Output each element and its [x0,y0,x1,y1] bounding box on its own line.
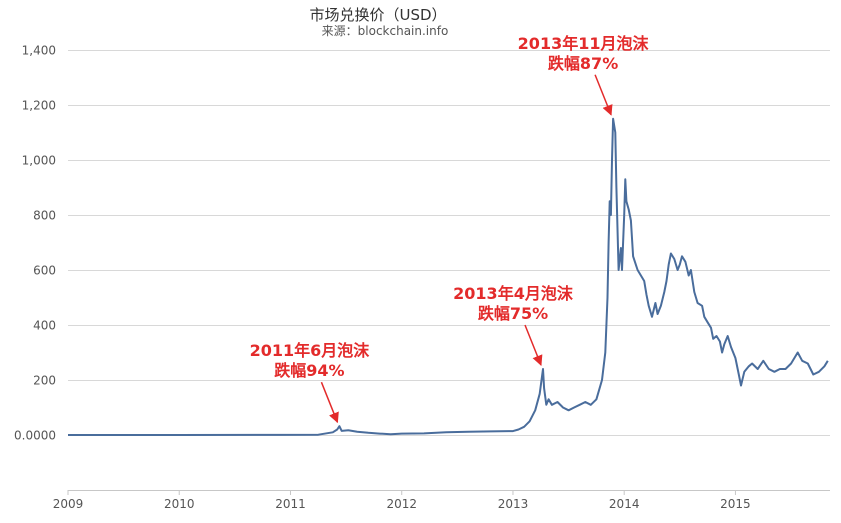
x-axis: 2009 2010 2011 2012 2013 2014 2015 [53,490,751,511]
x-tick-label: 2011 [275,497,306,511]
y-tick-label: 1,000 [22,154,56,168]
x-tick-label: 2013 [498,497,529,511]
annotation-label: 2013年11月泡沫 [518,34,650,53]
y-tick-label: 200 [33,374,56,388]
y-tick-label: 600 [33,264,56,278]
y-tick-label: 800 [33,209,56,223]
annotation-arrow [320,381,339,424]
price-series-line [68,117,829,436]
annotation-drop: 跌幅75% [478,304,548,323]
annotation-drop: 跌幅87% [548,54,618,73]
y-tick-label: 1,400 [22,44,56,58]
x-tick-label: 2015 [720,497,751,511]
annotation-arrow [594,74,613,116]
x-tick-label: 2009 [53,497,84,511]
annotation-arrow [524,324,543,366]
chart-title: 市场兑换价（USD） [309,6,446,24]
plot-area [68,117,829,436]
annotation-label: 2011年6月泡沫 [250,341,371,360]
y-tick-label: 0.0000 [14,429,56,443]
grid-lines [68,50,830,491]
x-tick-label: 2014 [609,497,640,511]
annotation-label: 2013年4月泡沫 [453,284,574,303]
y-tick-label: 1,200 [22,99,56,113]
chart-subtitle: 来源：blockchain.info [322,24,449,38]
x-tick-label: 2010 [164,497,195,511]
x-tick-label: 2012 [386,497,417,511]
y-axis: 0.0000 200 400 600 800 1,000 1,200 1,400 [14,44,56,443]
annotation-drop: 跌幅94% [274,361,344,380]
y-tick-label: 400 [33,319,56,333]
